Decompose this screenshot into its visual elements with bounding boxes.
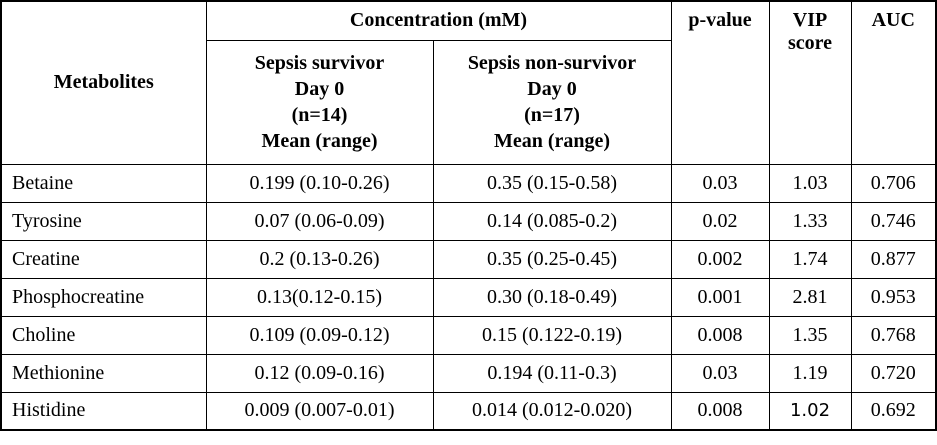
vip-score: 1.74 (768, 239, 852, 279)
header-survivor-line: Mean (range) (261, 130, 378, 152)
header-nonsurvivor-line: Sepsis non-survivor (467, 52, 637, 74)
table-row-methionine: Methionine 0.12 (0.09-0.16) 0.194 (0.11-… (0, 353, 937, 393)
auc-value: 0.692 (850, 391, 937, 431)
header-vip-score: VIP score (768, 0, 852, 165)
metabolite-name: Histidine (0, 391, 207, 431)
metabolite-name: Betaine (0, 163, 207, 203)
table-row-phosphocreatine: Phosphocreatine 0.13(0.12-0.15) 0.30 (0.… (0, 277, 937, 317)
header-row-group: Metabolites Concentration (mM) p-value V… (0, 0, 937, 165)
auc-value: 0.953 (850, 277, 937, 317)
metabolites-table: Metabolites Concentration (mM) p-value V… (0, 0, 937, 431)
p-value: 0.002 (670, 239, 770, 279)
survivor-concentration: 0.2 (0.13-0.26) (205, 239, 434, 279)
nonsurvivor-concentration: 0.014 (0.012-0.020) (432, 391, 672, 431)
metabolite-name: Choline (0, 315, 207, 355)
nonsurvivor-concentration: 0.35 (0.25-0.45) (432, 239, 672, 279)
auc-value: 0.720 (850, 353, 937, 393)
p-value: 0.008 (670, 391, 770, 431)
vip-score: 1.33 (768, 201, 852, 241)
header-survivor-line: (n=14) (291, 104, 348, 126)
p-value: 0.02 (670, 201, 770, 241)
vip-score: 2.81 (768, 277, 852, 317)
vip-score: 1.02 (768, 391, 852, 431)
table-row-betaine: Betaine 0.199 (0.10-0.26) 0.35 (0.15-0.5… (0, 163, 937, 203)
vip-score: 1.03 (768, 163, 852, 203)
p-value: 0.03 (670, 163, 770, 203)
metabolite-name: Phosphocreatine (0, 277, 207, 317)
nonsurvivor-concentration: 0.15 (0.122-0.19) (432, 315, 672, 355)
nonsurvivor-concentration: 0.30 (0.18-0.49) (432, 277, 672, 317)
header-survivor-line: Day 0 (294, 78, 345, 100)
header-survivor-line: Sepsis survivor (254, 52, 385, 74)
vip-score: 1.35 (768, 315, 852, 355)
survivor-concentration: 0.07 (0.06-0.09) (205, 201, 434, 241)
header-sepsis-non-survivor: Sepsis non-survivor Day 0 (n=17) Mean (r… (432, 39, 672, 165)
survivor-concentration: 0.12 (0.09-0.16) (205, 353, 434, 393)
p-value: 0.001 (670, 277, 770, 317)
header-sepsis-survivor: Sepsis survivor Day 0 (n=14) Mean (range… (205, 39, 434, 165)
table-row-histidine: Histidine 0.009 (0.007-0.01) 0.014 (0.01… (0, 391, 937, 431)
p-value: 0.008 (670, 315, 770, 355)
survivor-concentration: 0.009 (0.007-0.01) (205, 391, 434, 431)
header-concentration-group: Concentration (mM) (205, 0, 672, 41)
survivor-concentration: 0.13(0.12-0.15) (205, 277, 434, 317)
survivor-concentration: 0.199 (0.10-0.26) (205, 163, 434, 203)
header-nonsurvivor-line: Day 0 (527, 78, 577, 100)
nonsurvivor-concentration: 0.14 (0.085-0.2) (432, 201, 672, 241)
p-value: 0.03 (670, 353, 770, 393)
auc-value: 0.746 (850, 201, 937, 241)
header-metabolites: Metabolites (0, 0, 207, 165)
header-row-sub: Sepsis survivor Day 0 (n=14) Mean (range… (1, 39, 936, 165)
table-row-tyrosine: Tyrosine 0.07 (0.06-0.09) 0.14 (0.085-0.… (0, 201, 937, 241)
auc-value: 0.877 (850, 239, 937, 279)
table-row-creatine: Creatine 0.2 (0.13-0.26) 0.35 (0.25-0.45… (0, 239, 937, 279)
header-p-value: p-value (670, 0, 770, 165)
metabolite-name: Tyrosine (0, 201, 207, 241)
vip-score: 1.19 (768, 353, 852, 393)
metabolite-name: Methionine (0, 353, 207, 393)
nonsurvivor-concentration: 0.35 (0.15-0.58) (432, 163, 672, 203)
survivor-concentration: 0.109 (0.09-0.12) (205, 315, 434, 355)
header-nonsurvivor-line: Mean (range) (493, 130, 611, 152)
auc-value: 0.768 (850, 315, 937, 355)
metabolite-name: Creatine (0, 239, 207, 279)
nonsurvivor-concentration: 0.194 (0.11-0.3) (432, 353, 672, 393)
header-nonsurvivor-line: (n=17) (524, 104, 580, 126)
auc-value: 0.706 (850, 163, 937, 203)
table-row-choline: Choline 0.109 (0.09-0.12) 0.15 (0.122-0.… (0, 315, 937, 355)
header-auc: AUC (850, 0, 937, 165)
